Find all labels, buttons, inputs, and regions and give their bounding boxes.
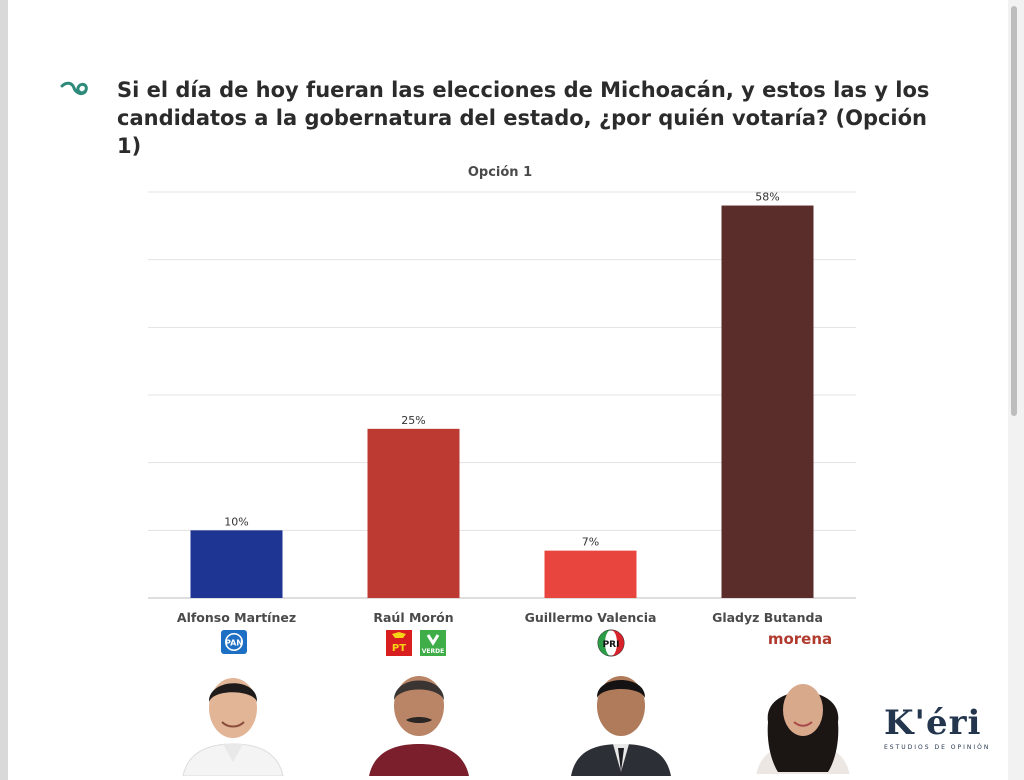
- category-label: Alfonso Martínez: [177, 610, 296, 625]
- pt-text: PT: [392, 643, 406, 654]
- bar-value-label: 58%: [755, 191, 779, 204]
- brand-tagline: ESTUDIOS DE OPINIÓN: [884, 744, 991, 751]
- swirl-icon: [60, 81, 88, 96]
- bar-value-label: 7%: [582, 536, 599, 549]
- brand-name: K'éri: [884, 703, 982, 743]
- pri-text: PRI: [603, 640, 620, 650]
- pri-logo: PRI: [596, 629, 626, 657]
- bar-gladyz-butanda: [721, 205, 814, 599]
- verde-logo: VERDE: [420, 630, 446, 656]
- candidate-photo-alfonso-martinez: [178, 664, 288, 776]
- pt-logo: PT: [386, 630, 412, 656]
- candidate-photo-raul-moron: [364, 664, 474, 776]
- category-label: Guillermo Valencia: [525, 610, 657, 625]
- candidate-photo-guillermo-valencia: [566, 664, 676, 776]
- candidate-photo-gladyz-butanda: [748, 662, 858, 774]
- report-page: [8, 0, 1008, 780]
- category-label: Raúl Morón: [373, 610, 453, 625]
- pan-text: PAN: [225, 639, 243, 648]
- chart-subtitle: Opción 1: [468, 165, 532, 180]
- bar-guillermo-valencia: [544, 550, 637, 598]
- bar-value-label: 25%: [401, 414, 425, 427]
- bars: 10% 25% 7% 58%: [190, 191, 814, 599]
- keri-logo: K'éri ESTUDIOS DE OPINIÓN: [884, 704, 1004, 764]
- question-title: Si el día de hoy fueran las elecciones d…: [117, 78, 930, 158]
- morena-logo: morena: [767, 630, 833, 648]
- scrollbar-thumb[interactable]: [1011, 6, 1017, 416]
- bar-value-label: 10%: [224, 515, 248, 528]
- bar-ra-l-mor-n: [367, 428, 460, 598]
- category-labels: Alfonso Martínez Raúl Morón Guillermo Vale…: [177, 610, 823, 625]
- category-label: Gladyz Butanda: [712, 610, 823, 625]
- pan-logo: PAN: [220, 629, 248, 654]
- bar-alfonso-mart-nez: [190, 530, 283, 598]
- verde-text: VERDE: [422, 648, 444, 655]
